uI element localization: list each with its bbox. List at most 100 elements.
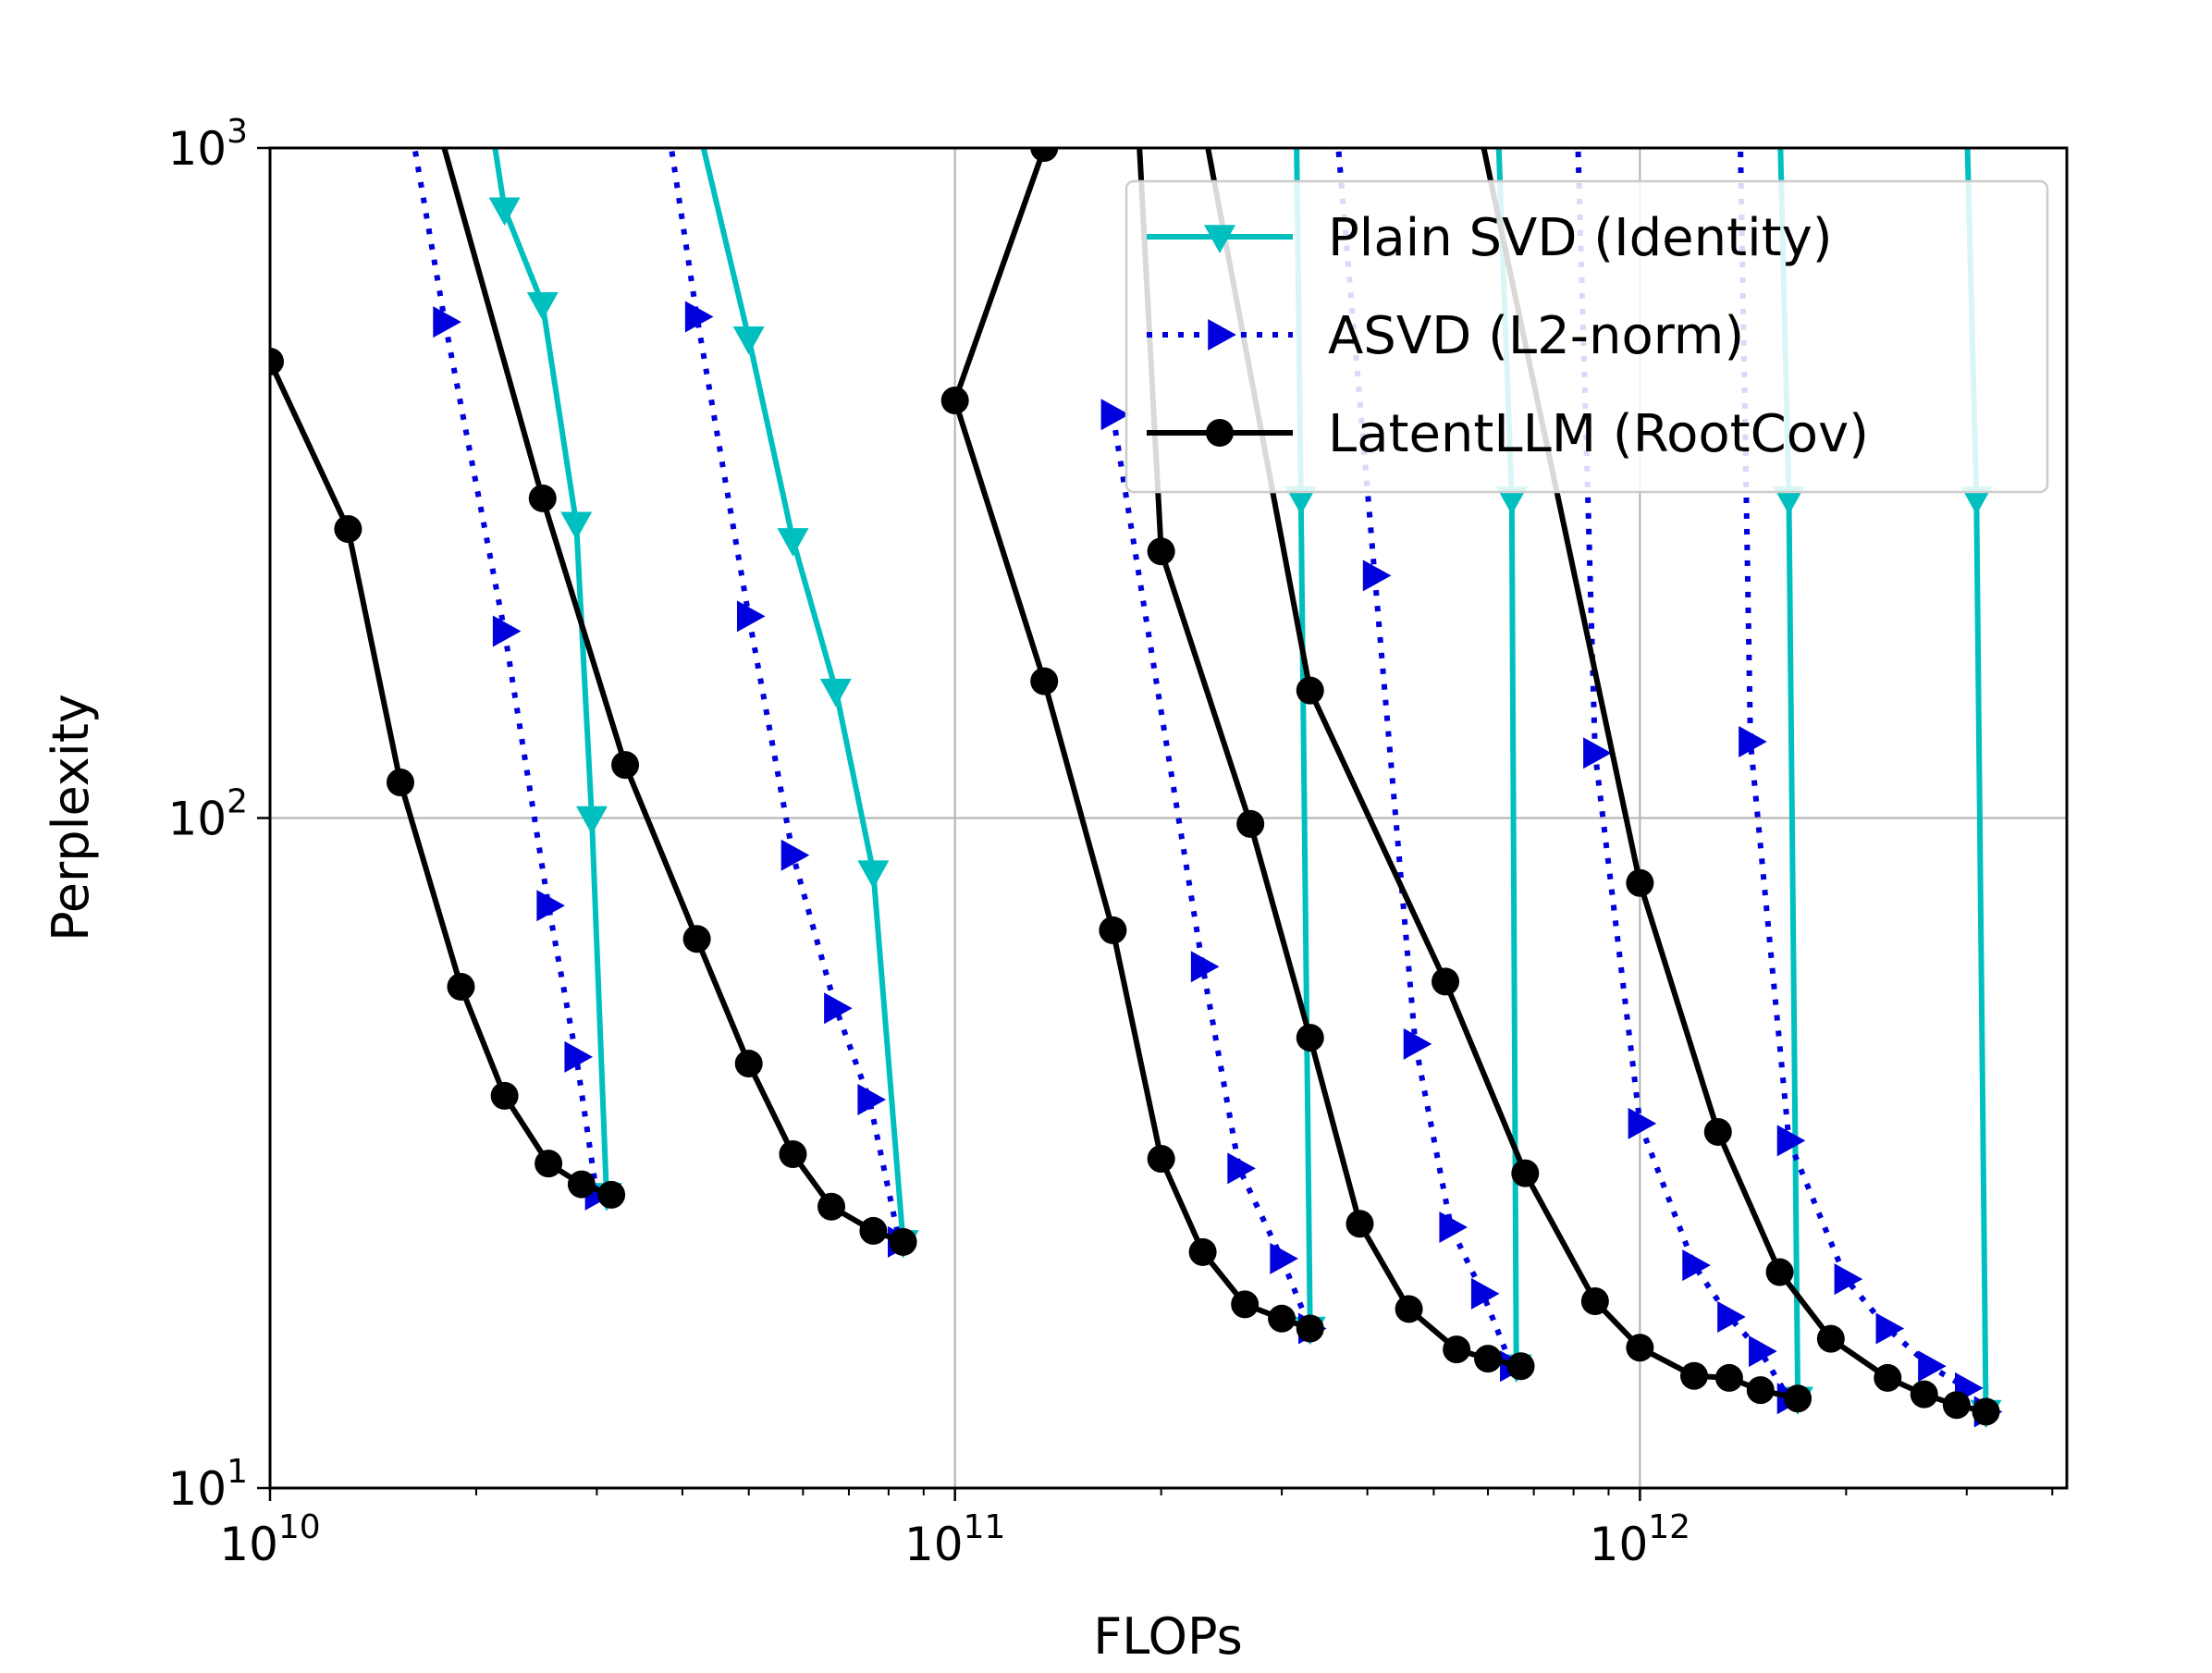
data-point [1296, 1024, 1324, 1052]
data-point [1506, 1352, 1535, 1381]
data-point [1190, 951, 1220, 983]
data-point [889, 1227, 917, 1256]
y-tick-exponent: 1 [227, 1453, 248, 1491]
data-point [777, 528, 809, 557]
x-tick-exponent: 10 [278, 1508, 321, 1546]
data-point [1682, 1249, 1711, 1282]
data-point [1874, 1363, 1902, 1392]
data-point [1227, 1152, 1256, 1185]
data-point [1495, 486, 1528, 515]
data-point [1208, 319, 1236, 351]
data-point [1714, 1363, 1743, 1392]
data-point [1470, 1277, 1500, 1310]
data-point [1816, 1324, 1845, 1353]
data-point [488, 197, 521, 227]
y-tick-base: 10 [167, 122, 227, 176]
data-point [1236, 809, 1265, 838]
data-point [1511, 1159, 1540, 1187]
data-point [1739, 725, 1767, 757]
data-point [1784, 1384, 1813, 1413]
data-point [535, 1150, 563, 1178]
data-point [1147, 1145, 1175, 1174]
data-point [1284, 486, 1317, 515]
data-point [1206, 419, 1234, 447]
data-point [1765, 1258, 1794, 1286]
y-tick-exponent: 3 [227, 113, 248, 151]
y-tick-label: 103 [167, 113, 248, 176]
x-tick-base: 10 [904, 1518, 964, 1571]
data-point [736, 600, 766, 633]
x-tick-label: 1010 [219, 1508, 320, 1571]
data-point [682, 925, 711, 953]
series-line [270, 360, 613, 1198]
series-line [1205, 148, 1799, 1402]
data-point [1474, 1345, 1503, 1373]
series-line [1335, 148, 1515, 1368]
data-point [1346, 1210, 1374, 1238]
y-axis-label: Perplexity [42, 694, 100, 941]
series-line [700, 148, 906, 1243]
data-point [1583, 737, 1612, 769]
data-point [1147, 537, 1175, 566]
data-point [1773, 486, 1805, 515]
data-point [1432, 967, 1460, 996]
series-line [668, 148, 903, 1243]
y-tick-base: 10 [167, 1462, 227, 1516]
data-point [1942, 1391, 1971, 1420]
data-point [492, 615, 522, 647]
legend-label: ASVD (L2-norm) [1328, 306, 1744, 366]
x-tick-base: 10 [1590, 1518, 1649, 1571]
data-point [433, 306, 461, 338]
y-tick-label: 101 [167, 1453, 248, 1516]
series-circle [270, 148, 2000, 1426]
data-point [1188, 1237, 1217, 1266]
data-point [734, 1050, 763, 1078]
data-point [1628, 1107, 1657, 1139]
series-area [270, 148, 2003, 1429]
data-point [447, 972, 475, 1001]
data-point [526, 291, 559, 321]
data-point [1972, 1397, 2000, 1426]
data-point [1749, 1335, 1777, 1368]
y-tick-exponent: 2 [227, 783, 248, 821]
data-point [819, 678, 852, 707]
data-point [1231, 1290, 1260, 1319]
data-point [1270, 1242, 1298, 1274]
legend-label: LatentLLM (RootCov) [1328, 404, 1869, 464]
data-point [1395, 1295, 1423, 1323]
data-point [1580, 1287, 1609, 1316]
data-point [490, 1081, 519, 1110]
series-line [492, 148, 609, 1195]
data-point [597, 1180, 626, 1209]
data-point [1910, 1380, 1938, 1409]
data-point [575, 806, 608, 835]
data-point [1960, 486, 1993, 515]
data-point [1268, 1304, 1296, 1333]
x-tick-label: 1012 [1590, 1508, 1690, 1571]
data-point [536, 890, 565, 922]
data-point [1875, 1312, 1905, 1345]
data-point [1403, 1027, 1432, 1060]
data-point [334, 514, 363, 543]
data-point [1626, 868, 1654, 897]
data-point [1296, 1314, 1324, 1343]
data-point [1626, 1334, 1654, 1362]
y-tick-base: 10 [167, 793, 227, 846]
data-point [1443, 1335, 1471, 1364]
data-point [1204, 225, 1235, 253]
series-line [1110, 413, 1313, 1330]
data-point [1703, 1117, 1732, 1146]
legend: Plain SVD (Identity) ASVD (L2-norm) Latent… [1124, 179, 2049, 494]
data-point [1099, 916, 1127, 944]
data-point [779, 1139, 807, 1168]
data-point [859, 1216, 888, 1245]
data-point [1030, 667, 1059, 695]
y-tick-label: 102 [167, 783, 248, 846]
data-point [1776, 1125, 1806, 1157]
data-point [567, 1170, 596, 1199]
data-point [857, 860, 890, 889]
x-tick-exponent: 12 [1648, 1508, 1690, 1546]
data-point [1834, 1263, 1863, 1296]
